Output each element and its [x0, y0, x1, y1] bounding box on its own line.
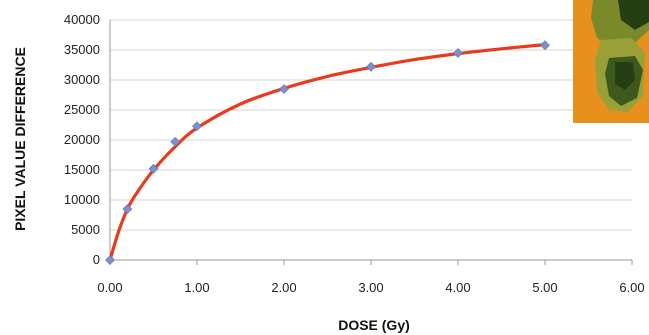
- y-tick-label: 0: [93, 252, 100, 267]
- inset-core: [615, 62, 635, 90]
- x-tick-label: 6.00: [619, 280, 644, 295]
- x-tick-label: 3.00: [358, 280, 383, 295]
- axes: [109, 20, 633, 265]
- y-tick-label: 35000: [64, 42, 100, 57]
- y-tick-label: 40000: [64, 12, 100, 27]
- y-tick-label: 20000: [64, 132, 100, 147]
- data-point: [540, 40, 550, 51]
- fit-curve-path: [108, 43, 547, 262]
- data-point: [279, 84, 289, 94]
- data-point: [170, 136, 181, 147]
- inset-dark-top: [618, 0, 649, 30]
- data-point: [453, 48, 463, 58]
- y-tick-label: 25000: [64, 102, 100, 117]
- x-tick-label: 4.00: [445, 280, 470, 295]
- data-point: [105, 255, 115, 265]
- fit-curve: [108, 43, 547, 262]
- grid-lines: [110, 19, 632, 231]
- y-tick-label: 30000: [64, 72, 100, 87]
- y-tick-label: 5000: [71, 222, 100, 237]
- y-tick-label: 10000: [64, 192, 100, 207]
- x-tick-label: 5.00: [532, 280, 557, 295]
- x-tick-label: 0.00: [97, 280, 122, 295]
- data-point: [148, 163, 159, 174]
- x-axis-title: DOSE (Gy): [338, 317, 410, 333]
- x-tick-labels: 0.00 1.00 2.00 3.00 4.00 5.00 6.00: [97, 280, 644, 295]
- inset-image: [573, 0, 649, 123]
- x-tick-label: 2.00: [271, 280, 296, 295]
- data-point: [192, 121, 202, 132]
- y-tick-labels: 0 5000 10000 15000 20000 25000 30000 35000 40000: [64, 12, 100, 267]
- data-point: [122, 204, 133, 214]
- x-tick-label: 1.00: [184, 280, 209, 295]
- inset-photo: [573, 0, 649, 123]
- data-points: [105, 40, 550, 265]
- y-tick-label: 15000: [64, 162, 100, 177]
- y-axis-title: PIXEL VALUE DIFFERENCE: [12, 47, 28, 231]
- data-point: [366, 61, 376, 72]
